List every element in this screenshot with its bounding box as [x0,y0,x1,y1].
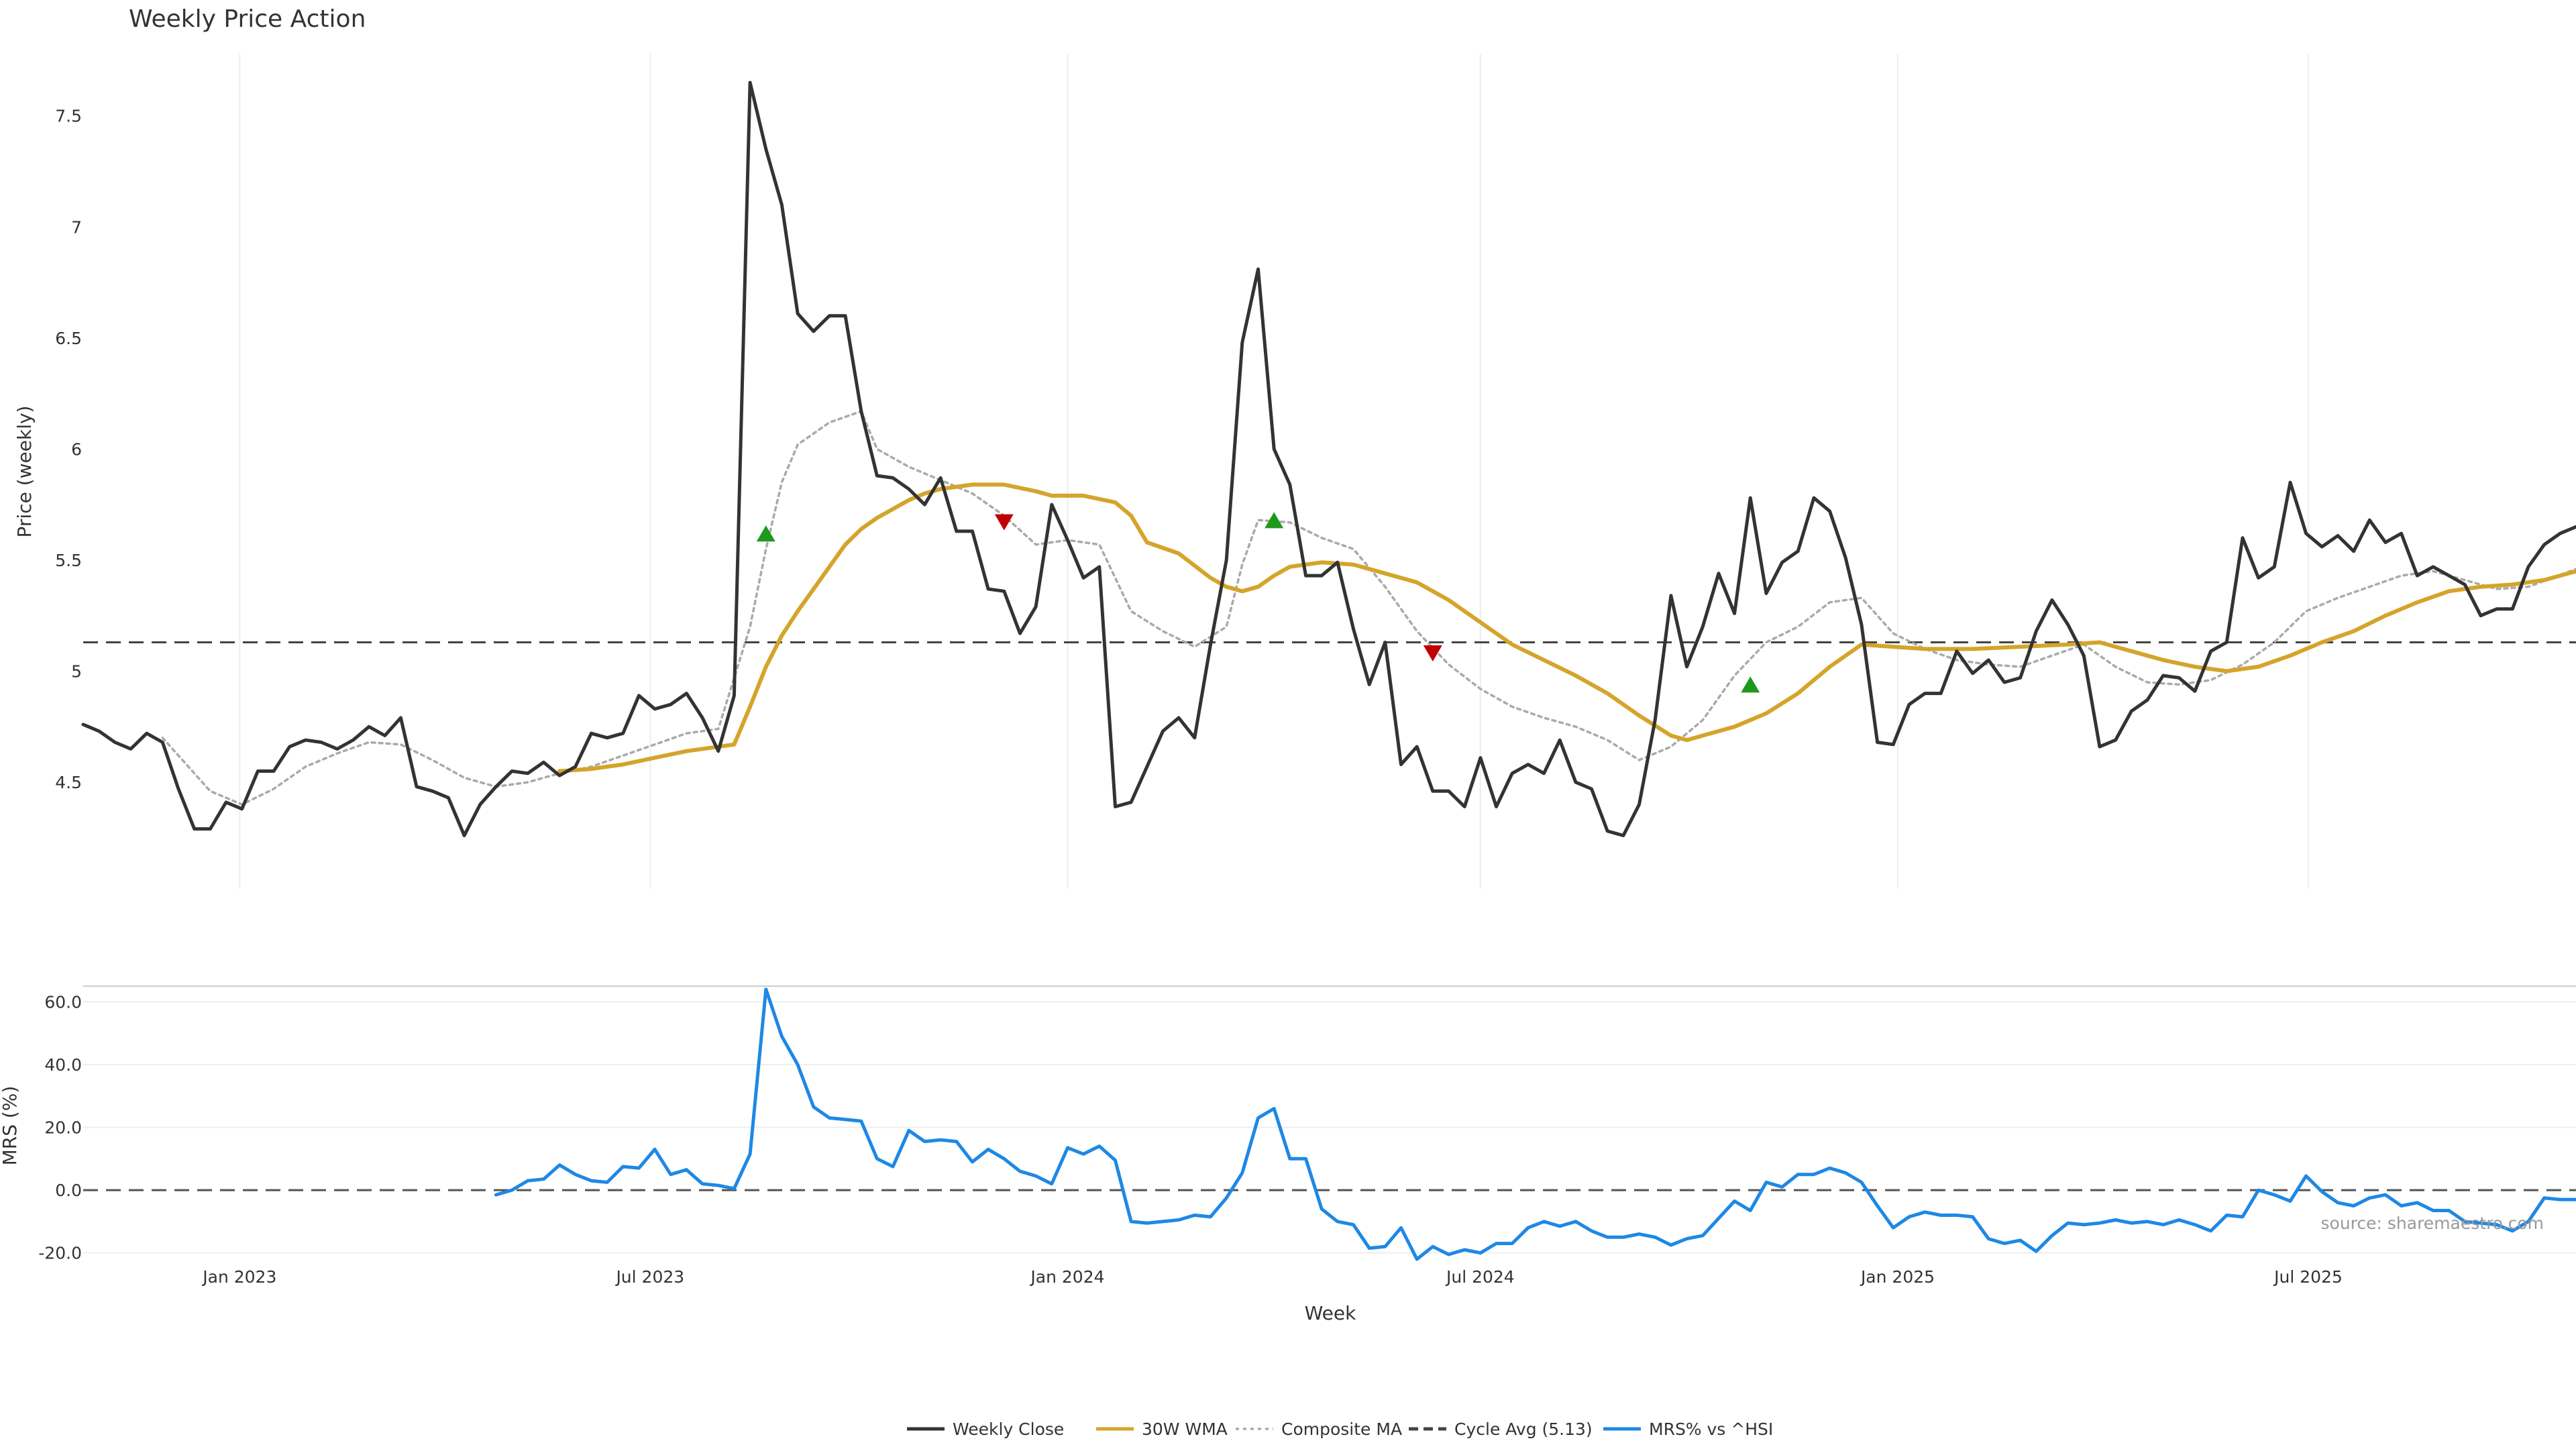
weekly-close-line [81,80,2576,837]
x-tick-label: Jan 2025 [1860,1267,1935,1287]
30w-wma-line [557,482,2576,773]
price-y-tick-label: 7 [71,217,82,237]
price-y-axis-ticks: 4.5 5 5.5 6 6.5 7 7.5 [55,107,82,792]
composite-ma-line [161,410,2576,806]
price-gridlines [239,54,2310,889]
price-y-tick-label: 5 [71,662,82,682]
chart-title: Weekly Price Action [129,5,366,33]
sell-signal-marker [994,514,1014,531]
x-tick-label: Jul 2024 [1445,1267,1515,1287]
price-series-layer [81,80,2576,837]
x-tick-label: Jul 2025 [2273,1267,2343,1287]
price-y-tick-label: 4.5 [55,773,82,792]
buy-signal-marker [1265,512,1284,529]
legend-label: Cycle Avg (5.13) [1454,1419,1593,1439]
price-y-tick-label: 6.5 [55,329,82,348]
legend-label: 30W WMA [1142,1419,1228,1439]
legend-label: Composite MA [1281,1419,1402,1439]
mrs-y-tick-label: -20.0 [38,1244,82,1263]
mrs-y-tick-label: 0.0 [55,1181,82,1200]
x-tick-label: Jan 2024 [1029,1267,1104,1287]
chart-legend: Weekly Close 30W WMA Composite MA Cycle Avg… [907,1419,1773,1439]
source-note: source: sharemaestro.com [2321,1214,2544,1233]
price-y-tick-label: 5.5 [55,551,82,570]
mrs-y-tick-label: 40.0 [44,1055,82,1075]
buy-signal-marker [1741,676,1760,693]
mrs-y-axis-ticks: -20.0 0.0 20.0 40.0 60.0 [38,992,82,1263]
mrs-line [494,987,2576,1261]
mrs-y-tick-label: 20.0 [44,1118,82,1138]
mrs-series-layer [83,987,2576,1261]
x-tick-label: Jul 2023 [614,1267,684,1287]
sell-signal-marker [1423,645,1442,662]
price-y-tick-label: 6 [71,439,82,459]
buy-signal-marker [756,525,775,542]
x-tick-label: Jan 2023 [201,1267,276,1287]
mrs-y-tick-label: 60.0 [44,992,82,1012]
legend-label: MRS% vs ^HSI [1649,1419,1773,1439]
price-y-tick-label: 7.5 [55,107,82,126]
x-axis-label: Week [1305,1302,1356,1324]
x-axis-ticks: Jan 2023 Jul 2023 Jan 2024 Jul 2024 Jan 2025… [201,1267,2343,1287]
legend-label: Weekly Close [953,1419,1064,1439]
mrs-y-axis-label: MRS (%) [0,1086,21,1166]
price-y-axis-label: Price (weekly) [13,406,36,538]
mrs-gridlines [83,1001,2576,1254]
signal-markers [756,512,1760,693]
